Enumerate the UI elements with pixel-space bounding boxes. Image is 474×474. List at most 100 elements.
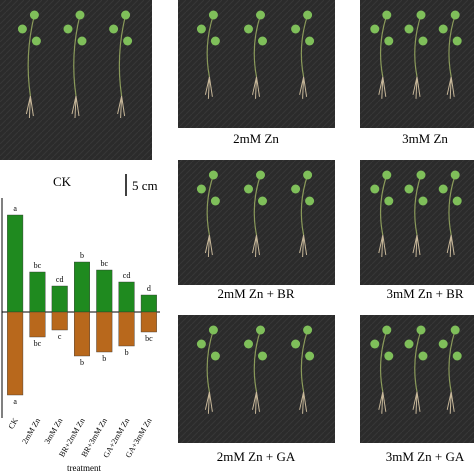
leaf [258, 351, 267, 361]
stem [253, 174, 262, 236]
photo [360, 160, 474, 285]
leaf [382, 10, 392, 20]
leaf [452, 351, 462, 361]
leaf [291, 184, 301, 194]
leaf [63, 24, 73, 34]
leaf [75, 10, 85, 20]
ck-label: CK [53, 174, 72, 189]
photo [178, 160, 335, 285]
bar [118, 311, 135, 347]
leaf [210, 351, 220, 361]
bar [51, 311, 68, 331]
leaf [303, 10, 313, 20]
bar [140, 294, 157, 313]
root [412, 76, 421, 99]
leaf [384, 351, 394, 361]
photo-label: 3mM Zn + BR [386, 286, 463, 301]
significance-label: c [58, 332, 62, 341]
leaf [303, 170, 313, 180]
leaf [450, 325, 460, 335]
leaf [121, 10, 131, 20]
photo-label: 2mM Zn + BR [217, 286, 294, 301]
root [299, 391, 308, 414]
root [446, 391, 455, 414]
leaf [303, 325, 313, 335]
stem [414, 14, 422, 77]
root [378, 76, 387, 99]
bar [7, 214, 24, 313]
leaf [305, 36, 315, 46]
photo [0, 0, 152, 160]
significance-label: a [13, 397, 17, 406]
photo [360, 0, 474, 128]
leaf [404, 339, 414, 349]
leaf [196, 24, 206, 34]
root [71, 95, 80, 119]
leaf [123, 36, 133, 46]
root [446, 234, 455, 258]
stem [414, 329, 422, 392]
root [252, 234, 260, 258]
root [299, 76, 308, 99]
leaf [418, 351, 428, 361]
leaf [404, 24, 414, 34]
bar [29, 311, 46, 338]
stem [379, 14, 388, 77]
leaf [244, 24, 253, 34]
leaf [17, 24, 27, 34]
root [412, 391, 421, 414]
significance-label: d [147, 284, 151, 293]
leaf [258, 196, 267, 206]
significance-label: bc [101, 259, 109, 268]
root [25, 95, 34, 119]
leaf [29, 10, 39, 20]
photo [360, 315, 474, 443]
root [252, 391, 260, 414]
leaf [370, 184, 380, 194]
bar [96, 311, 113, 353]
root [117, 95, 126, 119]
leaf [208, 170, 218, 180]
photo-label: 3mM Zn + GA [386, 449, 465, 464]
leaf [452, 36, 462, 46]
leaf [418, 196, 428, 206]
significance-label: b [80, 251, 84, 260]
stem [448, 174, 456, 236]
leaf [416, 10, 426, 20]
x-tick-label: CK [7, 416, 20, 430]
leaf [438, 339, 448, 349]
leaf [210, 196, 220, 206]
leaf [208, 325, 218, 335]
leaf [382, 170, 392, 180]
photos [0, 0, 474, 443]
leaf [256, 10, 265, 20]
leaf [305, 351, 315, 361]
x-tick-label: 2mM Zn [20, 417, 42, 446]
x-axis-label: treatment [67, 463, 101, 473]
significance-label: bc [145, 334, 153, 343]
leaf [438, 184, 448, 194]
leaf [31, 36, 41, 46]
leaf [244, 339, 253, 349]
stem [253, 329, 262, 392]
stem [206, 14, 214, 77]
root [204, 76, 213, 99]
leaf [77, 36, 87, 46]
leaf [258, 36, 267, 46]
root [378, 391, 387, 414]
bar [73, 261, 90, 313]
leaf [244, 184, 253, 194]
leaf [370, 339, 380, 349]
root [204, 391, 213, 414]
leaf [291, 24, 301, 34]
leaf [450, 170, 460, 180]
stem [206, 329, 214, 392]
root [378, 234, 387, 258]
stem [27, 14, 35, 97]
leaf [370, 24, 380, 34]
leaf [384, 196, 394, 206]
leaf [256, 170, 265, 180]
